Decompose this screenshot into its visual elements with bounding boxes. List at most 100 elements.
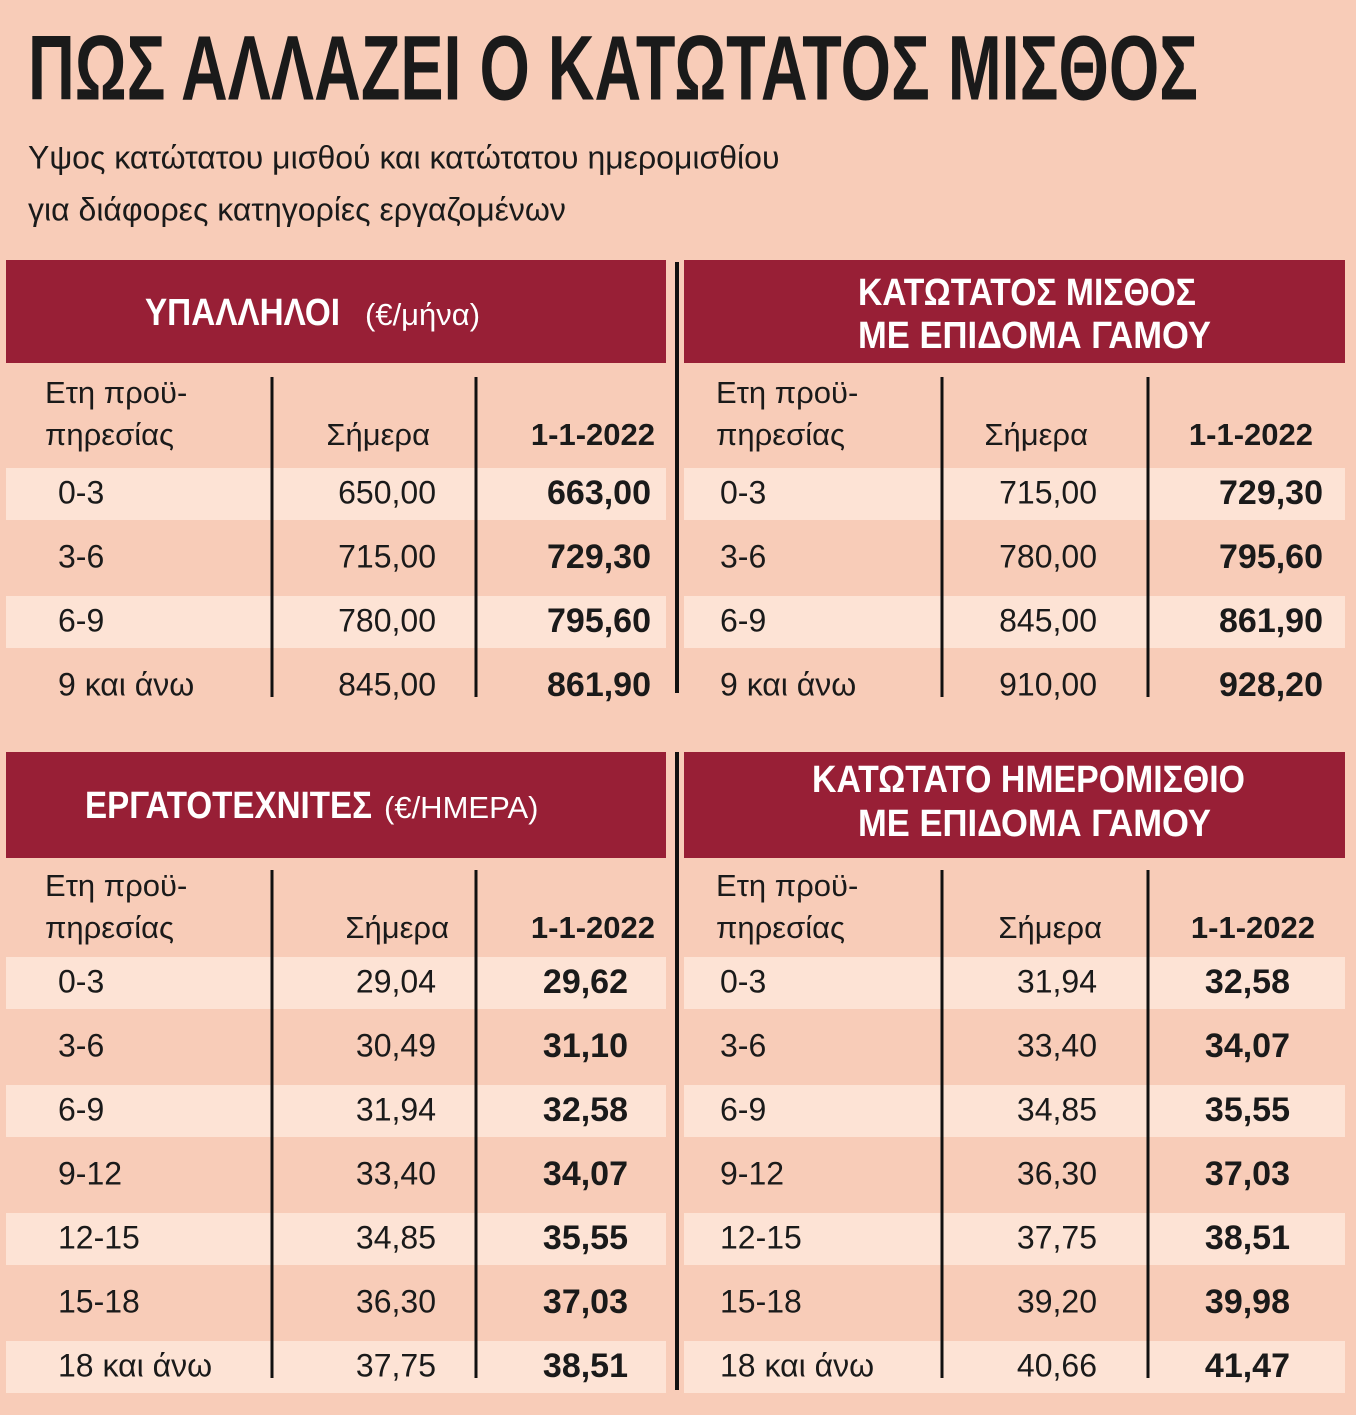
column-header: πηρεσίας bbox=[716, 417, 845, 452]
cell-today: 910,00 bbox=[999, 666, 1097, 702]
cell-new: 31,10 bbox=[543, 1027, 628, 1065]
table-header bbox=[684, 260, 1345, 363]
cell-today: 37,75 bbox=[1017, 1219, 1097, 1255]
row-label: 15-18 bbox=[58, 1283, 140, 1319]
cell-new: 32,58 bbox=[1205, 963, 1290, 1001]
cell-new: 41,47 bbox=[1205, 1347, 1290, 1385]
cell-new: 39,98 bbox=[1205, 1283, 1290, 1321]
table-unit: (€/μήνα) bbox=[365, 297, 480, 332]
table-title: ΚΑΤΩΤΑΤΟΣ ΜΙΣΘΟΣ bbox=[858, 272, 1196, 314]
cell-new: 34,07 bbox=[543, 1155, 628, 1193]
row-label: 12-15 bbox=[720, 1219, 802, 1255]
row-label: 9-12 bbox=[720, 1155, 784, 1191]
title: ΠΩΣ ΑΛΛΑΖΕΙ Ο ΚΑΤΩΤΑΤΟΣ ΜΙΣΘΟΣ bbox=[28, 17, 1198, 119]
cell-today: 36,30 bbox=[356, 1283, 436, 1319]
column-divider bbox=[1146, 377, 1150, 697]
cell-today: 715,00 bbox=[338, 538, 436, 574]
cell-new: 35,55 bbox=[543, 1219, 628, 1257]
row-label: 3-6 bbox=[58, 1027, 104, 1063]
divider bbox=[675, 752, 679, 1390]
cell-new: 29,62 bbox=[543, 963, 628, 1001]
cell-new: 663,00 bbox=[547, 474, 651, 512]
row-stripe bbox=[6, 1085, 666, 1137]
cell-new: 928,20 bbox=[1219, 666, 1323, 704]
cell-today: 36,30 bbox=[1017, 1155, 1097, 1191]
column-header: Σήμερα bbox=[998, 910, 1102, 945]
row-label: 6-9 bbox=[720, 602, 766, 638]
column-header: πηρεσίας bbox=[45, 910, 174, 945]
table-title: ΚΑΤΩΤΑΤΟ ΗΜΕΡΟΜΙΣΘΙΟ bbox=[812, 759, 1245, 801]
cell-new: 37,03 bbox=[543, 1283, 628, 1321]
column-header: Σήμερα bbox=[345, 910, 449, 945]
cell-new: 795,60 bbox=[1219, 538, 1323, 576]
cell-today: 29,04 bbox=[356, 963, 436, 999]
row-label: 15-18 bbox=[720, 1283, 802, 1319]
cell-today: 37,75 bbox=[356, 1347, 436, 1383]
table-title: ΜΕ ΕΠΙΔΟΜΑ ΓΑΜΟΥ bbox=[858, 315, 1211, 357]
cell-today: 31,94 bbox=[1017, 963, 1097, 999]
column-divider bbox=[940, 377, 944, 697]
cell-new: 37,03 bbox=[1205, 1155, 1290, 1193]
cell-today: 30,49 bbox=[356, 1027, 436, 1063]
row-label: 9-12 bbox=[58, 1155, 122, 1191]
column-header: 1-1-2022 bbox=[531, 910, 655, 945]
cell-today: 780,00 bbox=[338, 602, 436, 638]
table-header bbox=[684, 752, 1345, 858]
cell-today: 650,00 bbox=[338, 474, 436, 510]
column-divider bbox=[270, 870, 274, 1378]
column-header: 1-1-2022 bbox=[1191, 910, 1315, 945]
subtitle: Υψος κατώτατου μισθού και κατώτατου ημερ… bbox=[28, 139, 779, 175]
subtitle: για διάφορες κατηγορίες εργαζομένων bbox=[28, 191, 566, 227]
cell-new: 32,58 bbox=[543, 1091, 628, 1129]
table-header bbox=[6, 752, 666, 858]
row-label: 3-6 bbox=[720, 1027, 766, 1063]
cell-today: 34,85 bbox=[1017, 1091, 1097, 1127]
cell-today: 33,40 bbox=[356, 1155, 436, 1191]
row-label: 3-6 bbox=[720, 538, 766, 574]
row-stripe bbox=[6, 596, 666, 648]
column-header: Ετη προϋ- bbox=[45, 375, 187, 410]
divider bbox=[675, 262, 679, 693]
row-label: 0-3 bbox=[58, 963, 104, 999]
row-label: 6-9 bbox=[58, 1091, 104, 1127]
cell-today: 845,00 bbox=[999, 602, 1097, 638]
cell-today: 34,85 bbox=[356, 1219, 436, 1255]
row-stripe bbox=[684, 1213, 1345, 1265]
table-title: ΕΡΓΑΤΟΤΕΧΝΙΤΕΣ bbox=[85, 785, 372, 827]
cell-new: 861,90 bbox=[1219, 602, 1323, 640]
table-title: ΜΕ ΕΠΙΔΟΜΑ ΓΑΜΟΥ bbox=[858, 803, 1211, 845]
cell-today: 31,94 bbox=[356, 1091, 436, 1127]
row-label: 0-3 bbox=[720, 474, 766, 510]
row-stripe bbox=[684, 1085, 1345, 1137]
cell-new: 861,90 bbox=[547, 666, 651, 704]
cell-new: 38,51 bbox=[1205, 1219, 1290, 1257]
column-header: Ετη προϋ- bbox=[716, 868, 858, 903]
cell-today: 715,00 bbox=[999, 474, 1097, 510]
cell-today: 780,00 bbox=[999, 538, 1097, 574]
table-header bbox=[6, 260, 666, 363]
column-header: 1-1-2022 bbox=[531, 417, 655, 452]
column-divider bbox=[270, 377, 274, 697]
cell-new: 34,07 bbox=[1205, 1027, 1290, 1065]
row-label: 3-6 bbox=[58, 538, 104, 574]
column-header: Ετη προϋ- bbox=[45, 868, 187, 903]
table-unit: (€/ΗΜΕΡΑ) bbox=[384, 790, 538, 825]
column-header: πηρεσίας bbox=[45, 417, 174, 452]
cell-today: 39,20 bbox=[1017, 1283, 1097, 1319]
row-stripe bbox=[6, 957, 666, 1009]
row-label: 6-9 bbox=[58, 602, 104, 638]
row-stripe bbox=[6, 1213, 666, 1265]
row-label: 0-3 bbox=[58, 474, 104, 510]
row-label: 9 και άνω bbox=[720, 666, 856, 702]
row-label: 6-9 bbox=[720, 1091, 766, 1127]
table-title: ΥΠΑΛΛΗΛΟΙ bbox=[145, 292, 340, 334]
column-header: Σήμερα bbox=[326, 417, 430, 452]
cell-today: 40,66 bbox=[1017, 1347, 1097, 1383]
row-stripe bbox=[684, 957, 1345, 1009]
row-label: 12-15 bbox=[58, 1219, 140, 1255]
column-divider bbox=[1146, 870, 1150, 1378]
row-stripe bbox=[684, 468, 1345, 520]
column-header: Σήμερα bbox=[984, 417, 1088, 452]
cell-new: 795,60 bbox=[547, 602, 651, 640]
